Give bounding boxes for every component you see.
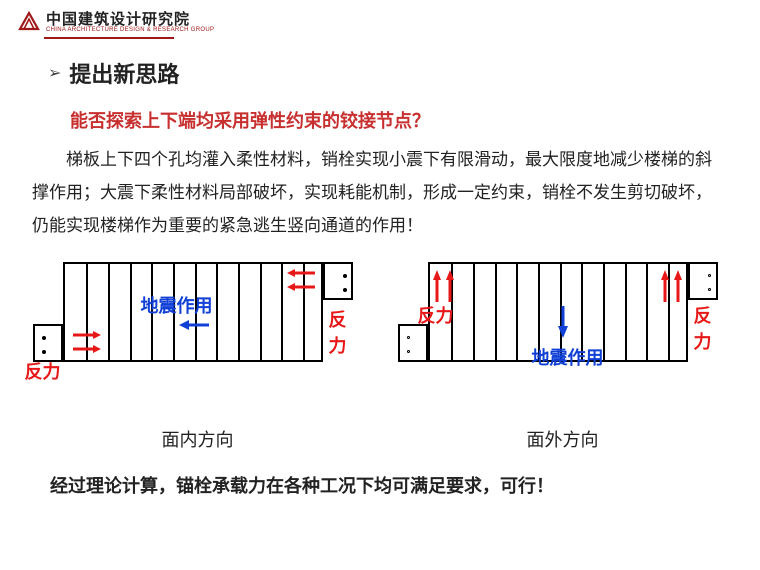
label-react-left: 反力: [418, 302, 454, 328]
slat: [260, 264, 262, 360]
slat: [238, 264, 240, 360]
arrow-left-react: [67, 330, 103, 354]
edge-panel-right: [323, 262, 353, 300]
company-name-cn: 中国建筑设计研究院: [46, 8, 214, 29]
section-title: 提出新思路: [69, 57, 179, 89]
logo-divider: [44, 37, 174, 39]
label-seismic-left: 地震作用: [141, 292, 213, 318]
diagram-outplane: 反力 反力 地震作用: [398, 262, 728, 412]
arrow-right-react: [285, 268, 321, 292]
subtitle: 能否探索上下端均采用弹性约束的铰接节点？: [70, 107, 760, 133]
edge-panel-left: [398, 324, 428, 362]
captions-row: 面内方向 面外方向: [30, 416, 730, 452]
arrow-seismic-left: [175, 318, 215, 332]
slat: [130, 264, 132, 360]
body-text: 梯板上下四个孔均灌入柔性材料，销栓实现小震下有限滑动，最大限度地减少楼梯的斜撑作…: [32, 143, 728, 242]
slat: [625, 264, 627, 360]
slat: [216, 264, 218, 360]
label-react-left: 反力: [25, 358, 61, 384]
company-name-block: 中国建筑设计研究院 CHINA ARCHITECTURE DESIGN & RE…: [46, 8, 214, 33]
chevron-icon: ➢: [48, 63, 61, 83]
slat: [646, 264, 648, 360]
diagram-inplane: 反力 反力 地震作用: [33, 262, 363, 412]
logo-bar: 中国建筑设计研究院 CHINA ARCHITECTURE DESIGN & RE…: [0, 0, 760, 37]
conclusion: 经过理论计算，锚栓承载力在各种工况下均可满足要求，可行！: [50, 472, 760, 498]
company-logo-icon: [18, 11, 40, 31]
company-name-en: CHINA ARCHITECTURE DESIGN & RESEARCH GRO…: [46, 27, 214, 33]
edge-panel-left: [33, 324, 63, 362]
edge-panel-right: [688, 262, 718, 300]
slat: [495, 264, 497, 360]
arrow-right-react-v: [660, 266, 684, 310]
arrow-seismic-right: [556, 302, 570, 342]
diagrams-row: 反力 反力 地震作用 反力 反力 地震作用: [30, 262, 730, 412]
label-seismic-right: 地震作用: [532, 344, 604, 370]
slat: [516, 264, 518, 360]
label-react-right: 反力: [694, 302, 728, 354]
caption-left: 面内方向: [33, 426, 363, 452]
slat: [473, 264, 475, 360]
caption-right: 面外方向: [398, 426, 728, 452]
slat: [281, 264, 283, 360]
label-react-right: 反力: [329, 306, 363, 358]
slat: [108, 264, 110, 360]
section-header: ➢ 提出新思路: [48, 57, 760, 89]
